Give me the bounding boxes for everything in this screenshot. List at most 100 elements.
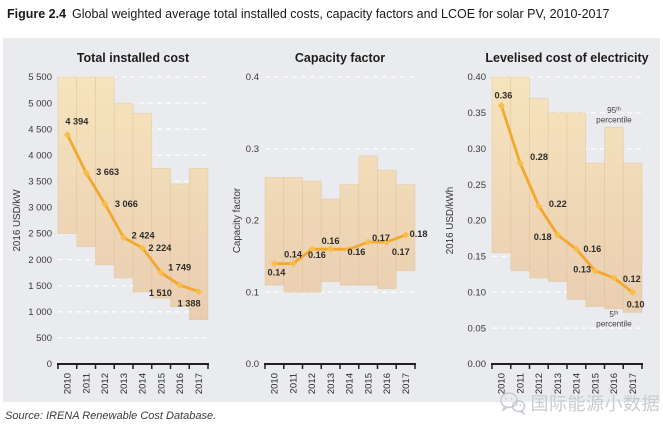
value-label: 2 224 [148,243,172,253]
annotation-line: 5th [609,310,618,319]
figure-label: Figure 2.4 [7,7,67,21]
chart-panel: 4 394 3 663 3 066 2 424 2 224 1 749 1 510 1 388… [3,38,660,402]
y-tick-label: 0.20 [468,216,487,227]
x-axis [491,363,643,369]
chart-capacity-factor: 0.14 0.14 0.16 0.16 0.16 0.17 0.17 0.18 0.0 0.1 0.… [221,38,433,400]
y-tick-labels: 0.00 0.05 0.10 0.15 0.20 0.25 0.30 0.35 0.40 [468,72,487,370]
value-label: 0.16 [347,247,365,257]
x-tick-label: 2013 [119,373,130,394]
y-tick-label: 0.2 [246,216,259,227]
data-point-marker [497,102,505,110]
x-tick-labels: 2010 2011 2012 2013 2014 2015 2016 2017 [270,373,412,394]
y-tick-labels: 0 500 1 000 1 500 2 000 2 500 3 000 3 500 4 000 4… [28,72,52,370]
value-label: 0.36 [494,91,512,101]
data-point-marker [516,159,524,167]
value-label: 0.13 [573,265,591,275]
y-tick-label: 0.05 [468,323,487,334]
y-tick-label: 0.35 [468,108,487,119]
y-tick-label: 500 [36,333,52,344]
x-tick-label: 2015 [590,373,601,394]
data-point-marker [289,259,297,268]
y-tick-label: 0.15 [468,252,487,263]
x-tick-label: 2016 [175,373,186,394]
data-point-marker [138,244,146,252]
watermark: 国际能源小数据 [499,390,661,416]
y-tick-label: 4 000 [28,151,52,162]
x-tick-label: 2010 [63,373,74,394]
value-label: 0.12 [623,274,641,284]
x-tick-label: 2016 [609,373,620,394]
figure-title: Figure 2.4 Global weighted average total … [7,7,659,21]
annotation-line: 95th [607,106,621,115]
value-label: 1 510 [149,288,172,298]
x-tick-label: 2015 [156,373,167,394]
y-tick-label: 5 000 [28,98,52,109]
figure-caption: Global weighted average total installed … [72,7,610,21]
x-tick-label: 2013 [326,373,337,394]
value-label: 0.14 [284,250,303,260]
x-tick-label: 2013 [553,373,564,394]
data-point-marker [82,169,90,177]
data-point-marker [554,231,562,239]
value-label: 0.14 [267,268,286,278]
value-label: 0.16 [322,236,340,246]
value-label: 0.18 [410,229,428,239]
x-tick-label: 2014 [345,373,356,394]
data-point-marker [176,281,184,289]
y-tick-label: 2 000 [28,255,52,266]
value-label: 0.28 [530,152,548,162]
y-tick-label: 3 000 [28,203,52,214]
data-point-marker [572,245,580,253]
x-tick-label: 2016 [382,373,393,394]
x-tick-label: 2012 [100,373,111,394]
percentile-band [264,155,416,293]
chart-svg-capacity-factor: 0.140.14 0.160.160.160.170.170.180.00.10.… [232,51,427,394]
y-tick-label: 0.1 [246,287,259,298]
y-axis-label: 2016 USD/kW [12,189,23,252]
trend-line [270,231,410,268]
x-tick-label: 2011 [288,373,299,393]
chart-title: Capacity factor [295,51,385,65]
y-tick-label: 0.00 [468,359,487,370]
y-tick-label: 0.4 [246,72,259,83]
value-label: 4 394 [65,117,89,127]
x-tick-labels: 2010 2011 2012 2013 2014 2015 2016 2017 [497,373,639,394]
chart-lcoe: 0.36 0.28 0.22 0.18 0.16 0.13 0.12 0.10 0.00 0.05… [433,38,659,400]
chart-svg-total-installed-cost: 4 394 3 663 3 066 2 424 2 224 1 749 1 510 1 388… [12,51,209,394]
value-label: 0.18 [534,232,552,242]
y-tick-label: 0 [47,359,52,370]
x-tick-label: 2011 [81,373,92,393]
x-tick-label: 2010 [270,373,281,394]
trend-line [497,102,637,296]
x-tick-label: 2012 [534,373,545,394]
value-label: 2 424 [132,231,156,241]
annotation-line: percentile [596,115,632,124]
y-tick-label: 5 500 [28,72,52,83]
y-tick-labels: 0.0 0.1 0.2 0.3 0.4 [246,72,259,370]
chart-title: Levelised cost of electricity [485,51,648,65]
value-label: 3 663 [96,167,119,177]
value-labels: 0.140.14 0.160.160.160.170.170.18 [267,229,427,278]
value-label: 1 749 [168,263,191,273]
percentile-band [57,76,209,321]
value-label: 0.16 [583,244,601,254]
x-tick-label: 2017 [628,373,639,394]
data-point-marker [364,238,372,246]
data-point-marker [327,245,335,253]
data-point-marker [308,245,316,253]
y-tick-label: 1 500 [28,281,52,292]
chart-svg-lcoe: 0.36 0.28 0.22 0.18 0.16 0.13 0.12 0.10 0.00 0.05… [445,51,649,394]
data-point-marker [535,202,543,210]
y-axis-label: 2016 USD/kWh [445,187,456,255]
x-tick-label: 2017 [194,373,205,394]
x-tick-labels: 2010 2011 2012 2013 2014 2015 2016 2017 [63,373,205,394]
value-label: 0.17 [372,233,390,243]
data-point-marker [157,269,165,277]
chart-total-installed-cost: 4 394 3 663 3 066 2 424 2 224 1 749 1 510 1 388… [3,38,221,400]
value-label: 0.17 [392,247,410,257]
chart-title: Total installed cost [77,51,190,65]
y-tick-label: 0.25 [468,180,487,191]
x-tick-label: 2017 [401,373,412,394]
